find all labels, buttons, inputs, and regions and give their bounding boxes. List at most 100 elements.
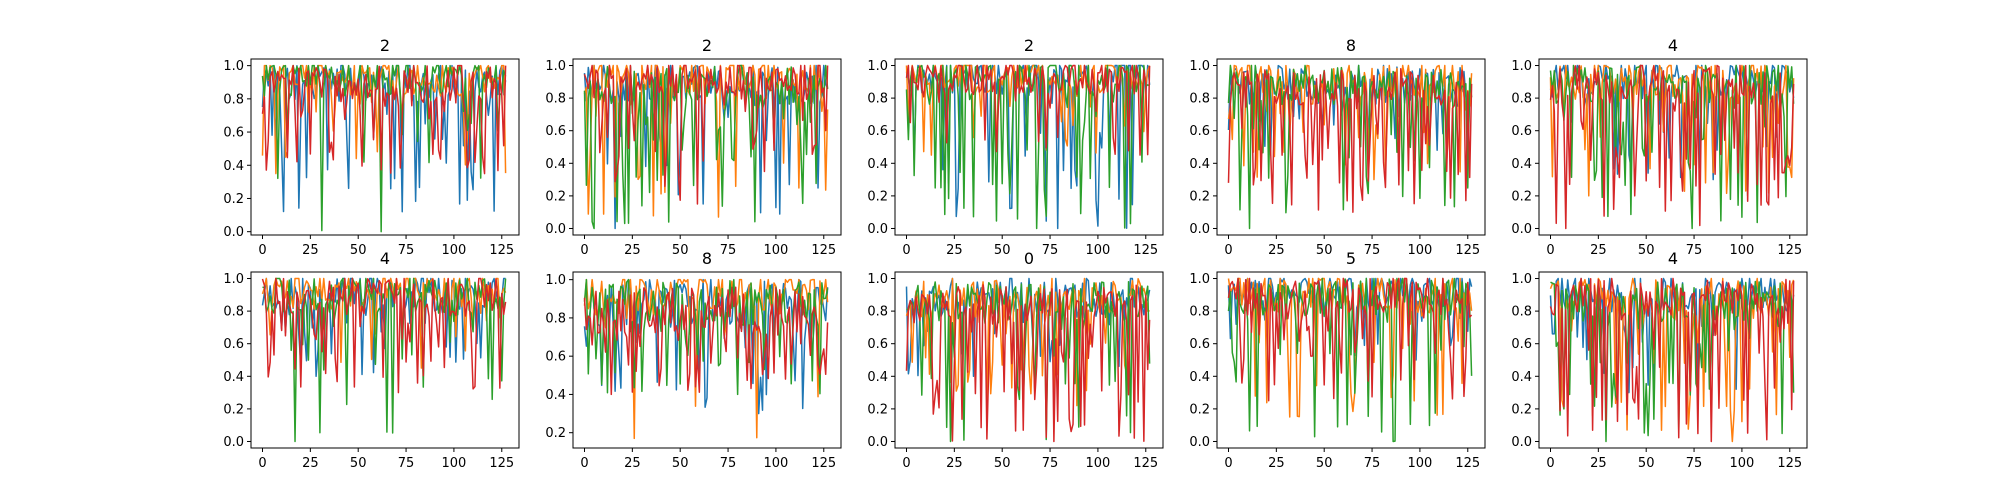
subplot-6: 4 0 25 50 75 100 125 0.0 0.2 0.4 0.6 0.8 1.0: [223, 249, 520, 471]
series-group: [583, 278, 829, 440]
x-tick-label: 100: [1408, 243, 1433, 258]
y-tick-label: 0.8: [223, 305, 244, 320]
y-tick-label: 0.8: [223, 92, 244, 107]
y-tick-label: 0.0: [223, 435, 244, 450]
y-tick-label: 0.2: [1189, 189, 1210, 204]
series-line-4: [583, 286, 829, 396]
y-tick-label: 0.6: [1189, 337, 1210, 352]
x-tick-label: 100: [1730, 456, 1755, 471]
x-tick-label: 75: [1042, 243, 1059, 258]
y-tick-label: 0.8: [867, 305, 888, 320]
y-tick-label: 0.0: [1511, 222, 1532, 237]
y-tick-label: 0.6: [867, 337, 888, 352]
axes-frame: [250, 271, 520, 449]
y-tick-label: 0.0: [1511, 435, 1532, 450]
subplot-title: 2: [702, 36, 712, 55]
subplot-title: 4: [380, 249, 390, 268]
series-line-2: [1549, 64, 1795, 197]
series-line-3: [1227, 64, 1473, 230]
x-tick-label: 0: [580, 456, 588, 471]
y-tick-label: 1.0: [1511, 59, 1532, 74]
subplot-title: 5: [1346, 249, 1356, 268]
x-tick-label: 0: [1546, 456, 1554, 471]
x-tick-label: 75: [1686, 243, 1703, 258]
subplot-title: 8: [702, 249, 712, 268]
axes-frame: [1216, 58, 1486, 236]
y-tick-label: 1.0: [867, 272, 888, 287]
series-group: [905, 64, 1151, 230]
x-tick-label: 100: [1730, 243, 1755, 258]
subplot-title: 4: [1668, 249, 1678, 268]
y-tick-label: 0.6: [1511, 124, 1532, 139]
x-tick-label: 25: [1590, 456, 1607, 471]
x-tick-label: 100: [442, 243, 467, 258]
x-tick-label: 75: [720, 243, 737, 258]
series-group: [261, 277, 507, 443]
series-line-4: [1227, 68, 1473, 213]
x-tick-label: 75: [1364, 243, 1381, 258]
series-line-2: [261, 277, 507, 369]
y-tick-label: 0.8: [1511, 92, 1532, 107]
axes-frame: [572, 58, 842, 236]
subplot-title: 0: [1024, 249, 1034, 268]
y-tick-label: 0.8: [1189, 305, 1210, 320]
x-tick-label: 50: [1638, 243, 1655, 258]
y-tick-label: 0.8: [1189, 92, 1210, 107]
y-tick-label: 0.4: [1511, 157, 1532, 172]
y-tick-label: 0.2: [545, 426, 566, 441]
series-line-3: [1550, 280, 1795, 443]
y-tick-label: 0.8: [545, 311, 566, 326]
series-line-4: [905, 284, 1151, 443]
x-tick-label: 0: [902, 456, 910, 471]
axes-frame: [1538, 58, 1808, 236]
series-line-2: [905, 277, 1150, 407]
x-tick-label: 25: [1268, 243, 1285, 258]
x-tick-label: 0: [1224, 456, 1232, 471]
subplot-title: 8: [1346, 36, 1356, 55]
y-tick-label: 0.4: [223, 370, 244, 385]
series-line-4: [1549, 64, 1795, 230]
series-line-4: [261, 277, 507, 394]
y-tick-label: 1.0: [223, 59, 244, 74]
x-tick-label: 25: [624, 243, 641, 258]
x-tick-label: 50: [994, 456, 1011, 471]
y-tick-label: 0.2: [1189, 402, 1210, 417]
y-tick-label: 0.6: [545, 124, 566, 139]
axes-frame: [1216, 271, 1486, 449]
series-group: [905, 277, 1151, 443]
subplot-8: 0 0 25 50 75 100 125 0.0 0.2 0.4 0.6 0.8 1.0: [867, 249, 1164, 471]
x-tick-label: 100: [1086, 456, 1111, 471]
y-tick-label: 0.8: [867, 92, 888, 107]
y-tick-label: 0.0: [545, 222, 566, 237]
y-tick-label: 0.0: [1189, 222, 1210, 237]
series-group: [1227, 64, 1473, 230]
x-tick-label: 50: [350, 243, 367, 258]
series-line-2: [583, 278, 829, 440]
x-tick-label: 100: [764, 456, 789, 471]
y-tick-label: 0.4: [545, 157, 566, 172]
subplot-4: 8 0 25 50 75 100 125 0.0 0.2 0.4 0.6 0.8 1.0: [1189, 36, 1486, 258]
series-group: [1227, 277, 1473, 443]
y-tick-label: 1.0: [545, 273, 566, 288]
series-line-1: [583, 278, 829, 415]
x-tick-label: 50: [994, 243, 1011, 258]
x-tick-label: 0: [580, 243, 588, 258]
x-tick-label: 125: [1455, 456, 1480, 471]
x-tick-label: 75: [1042, 456, 1059, 471]
y-tick-label: 0.6: [223, 337, 244, 352]
x-tick-label: 100: [1086, 243, 1111, 258]
x-tick-label: 75: [720, 456, 737, 471]
y-tick-label: 1.0: [1511, 272, 1532, 287]
y-tick-label: 0.2: [867, 189, 888, 204]
x-tick-label: 25: [302, 456, 319, 471]
y-tick-label: 0.2: [223, 192, 244, 207]
x-tick-label: 25: [624, 456, 641, 471]
x-tick-label: 125: [1133, 456, 1158, 471]
x-tick-label: 25: [1268, 456, 1285, 471]
x-tick-label: 75: [398, 243, 415, 258]
x-tick-label: 125: [489, 456, 514, 471]
x-tick-label: 125: [811, 456, 836, 471]
y-tick-label: 0.4: [545, 388, 566, 403]
y-tick-label: 1.0: [867, 59, 888, 74]
